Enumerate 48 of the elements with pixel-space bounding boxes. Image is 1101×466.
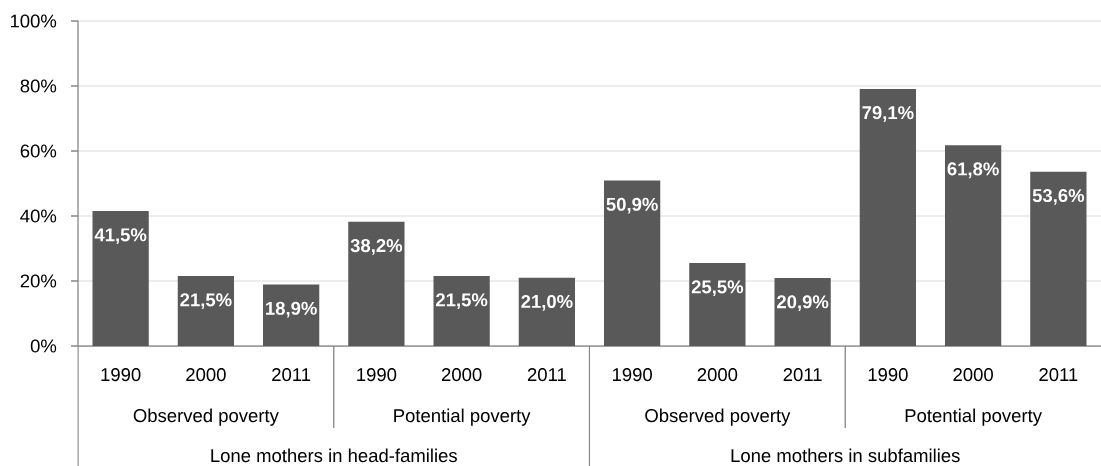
data-label: 50,9% — [606, 197, 658, 214]
data-label: 25,5% — [691, 280, 744, 297]
x-tick-label: 1990 — [612, 368, 652, 382]
x-tick-label: 2000 — [186, 368, 226, 382]
x-tick-label: 2011 — [527, 368, 566, 382]
x-tick-label: 2000 — [697, 368, 738, 382]
bar — [689, 263, 746, 346]
x-tick-label: 1990 — [101, 368, 141, 382]
text: Lone mothers in subfamilies — [731, 448, 960, 463]
y-tick-label: 100% — [10, 14, 57, 28]
data-label: 21,5% — [436, 293, 488, 310]
y-tick-label: 40% — [20, 209, 57, 223]
data-label: 61,8% — [947, 162, 999, 179]
text: Observed poverty — [133, 408, 279, 426]
data-label: 38,2% — [350, 239, 403, 255]
bar — [177, 276, 235, 346]
y-tick-label: 0% — [30, 339, 57, 353]
bar — [518, 277, 576, 346]
text: Potential poverty — [905, 408, 1042, 426]
data-label: 21,5% — [180, 293, 232, 310]
data-label: 53,6% — [1032, 188, 1085, 205]
data-label: 21,0% — [521, 294, 573, 311]
data-label: 18,9% — [266, 301, 317, 318]
x-tick-label: 2011 — [1039, 368, 1078, 382]
bar — [433, 276, 490, 346]
text: Potential poverty — [394, 408, 531, 426]
data-label: 20,9% — [777, 295, 829, 312]
bar — [944, 145, 1002, 346]
bar — [263, 284, 320, 346]
y-tick-label: 80% — [20, 79, 57, 93]
bar — [774, 278, 831, 346]
bar — [348, 221, 405, 346]
x-tick-label: 2000 — [953, 368, 993, 382]
bar — [603, 180, 661, 346]
text: Lone mothers in head-families — [211, 448, 457, 463]
x-tick-label: 1990 — [357, 368, 397, 382]
data-label: 41,5% — [94, 228, 147, 245]
x-tick-label: 2000 — [441, 368, 482, 382]
bar — [1030, 171, 1087, 346]
text: Observed poverty — [645, 408, 791, 426]
y-tick-label: 20% — [20, 274, 57, 288]
y-tick-label: 60% — [20, 144, 57, 158]
x-tick-label: 2011 — [272, 368, 311, 382]
x-tick-label: 2011 — [783, 368, 822, 382]
x-tick-label: 1990 — [868, 368, 908, 382]
bar — [92, 211, 149, 346]
bar — [859, 88, 916, 346]
data-label: 79,1% — [862, 106, 914, 122]
